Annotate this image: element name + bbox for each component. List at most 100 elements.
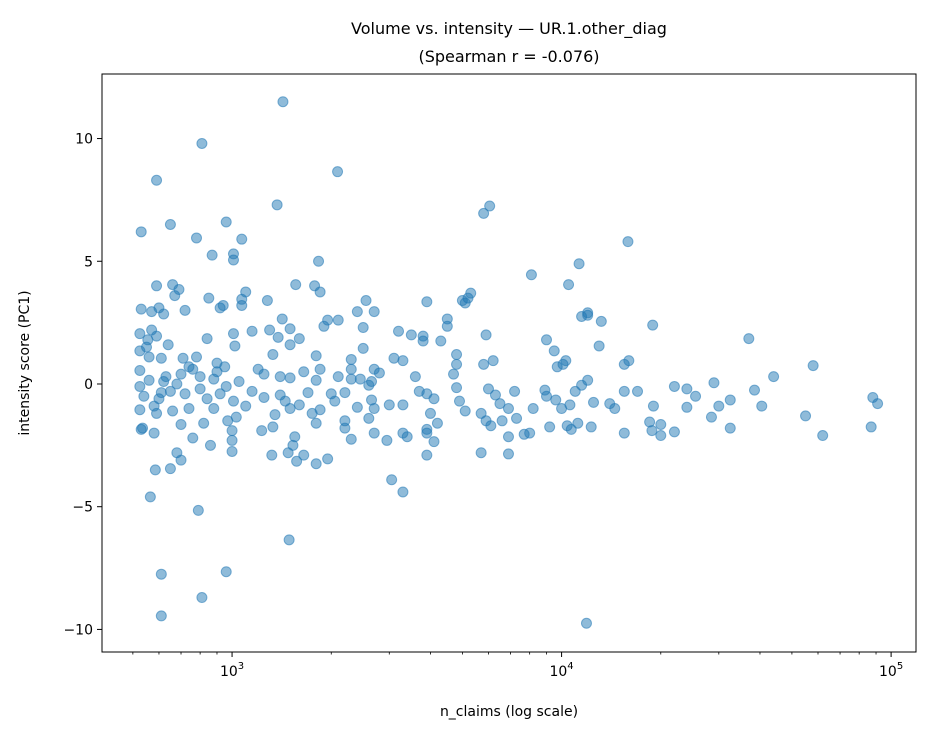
data-point [298,366,310,378]
data-point [236,293,248,305]
data-point [134,345,146,357]
data-point [149,464,161,476]
y-tick-label: −10 [63,622,93,638]
data-point [451,358,463,370]
data-point [310,417,322,429]
data-point [448,368,460,380]
data-point [314,363,326,375]
data-point [368,306,380,318]
data-point [146,324,158,336]
plot-frame [101,73,917,653]
data-point [143,374,155,386]
x-tick-label: 104 [549,661,573,680]
data-point [417,330,429,342]
y-tick-label: 10 [75,132,93,148]
data-point [383,399,395,411]
data-point [194,371,206,383]
data-point [171,378,183,390]
data-point [527,403,539,415]
data-point [496,415,508,427]
data-point [632,385,644,397]
data-point [509,385,521,397]
data-point [421,427,433,439]
data-point [618,427,630,439]
data-point [191,351,203,363]
data-point [175,368,187,380]
data-point [435,335,447,347]
data-point [357,322,369,334]
data-point [318,320,330,332]
data-point [345,363,357,375]
data-point [668,426,680,438]
data-point [151,280,163,292]
data-point [345,433,357,445]
data-point [258,391,270,403]
data-point [220,216,232,228]
data-point [485,420,497,432]
data-point [219,361,231,373]
data-point [148,427,160,439]
data-point [198,417,210,429]
data-point [279,395,291,407]
data-point [451,349,463,361]
data-point [756,400,768,412]
data-point [609,403,621,415]
data-point [572,417,584,429]
data-point [187,432,199,444]
data-point [208,403,220,415]
data-point [162,339,174,351]
data-point [708,377,720,389]
data-point [865,421,877,433]
data-point [668,380,680,392]
data-point [169,290,181,302]
data-point [354,373,366,385]
data-point [397,486,409,498]
data-point [647,319,659,331]
data-point [749,384,761,396]
data-point [227,328,239,340]
data-point [646,425,658,437]
y-axis-label: intensity score (PC1) [17,290,33,435]
data-point [525,269,537,281]
data-point [351,401,363,413]
data-point [502,431,514,443]
data-point [405,329,417,341]
data-point [226,445,238,457]
data-point [226,425,238,437]
data-point [388,352,400,364]
data-point [208,373,220,385]
data-point [203,292,215,304]
data-point [441,320,453,332]
data-point [386,474,398,486]
data-point [655,418,667,430]
data-point [302,387,314,399]
data-point [817,430,829,442]
data-point [494,398,506,410]
data-point [196,137,208,149]
data-point [548,345,560,357]
data-point [143,351,155,363]
data-point [368,427,380,439]
data-point [310,350,322,362]
data-point [681,401,693,413]
data-point [478,207,490,219]
data-point [293,399,305,411]
data-point [585,421,597,433]
data-point [872,398,884,410]
data-point [306,407,318,419]
data-point [155,610,167,622]
data-point [409,371,421,383]
data-point [351,306,363,318]
data-point [206,249,218,261]
data-point [618,385,630,397]
data-point [258,368,270,380]
data-point [175,418,187,430]
data-point [705,411,717,423]
data-point [290,279,302,291]
data-point [381,434,393,446]
data-point [227,254,239,266]
data-point [274,371,286,383]
points-layer [134,96,884,629]
x-tick-label: 103 [220,661,244,680]
data-point [487,355,499,367]
